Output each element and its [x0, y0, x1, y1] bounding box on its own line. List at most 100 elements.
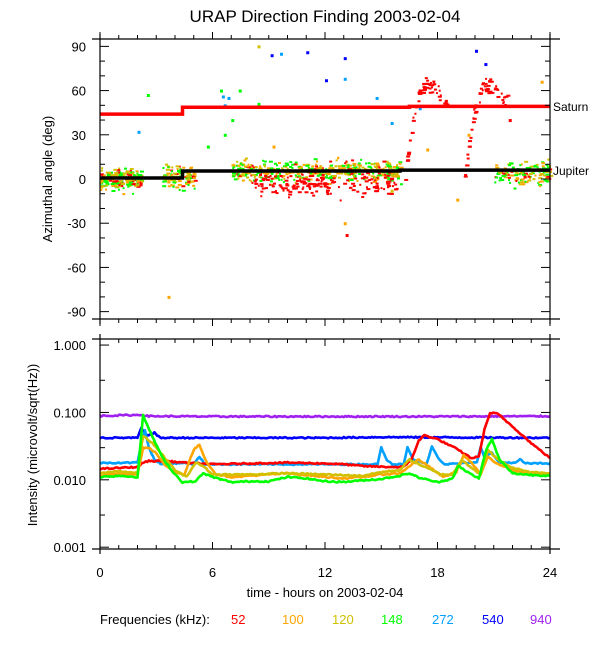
- scatter-point-52khz: [486, 87, 490, 90]
- scatter-point-120khz: [251, 173, 256, 176]
- scatter-point-100khz: [368, 173, 371, 176]
- scatter-point-52khz: [488, 90, 493, 93]
- saturn-label: Saturn: [553, 100, 588, 114]
- scatter-point-148khz: [297, 175, 301, 178]
- scatter-point-148khz: [270, 167, 274, 170]
- reference-lines: [100, 104, 550, 180]
- scatter-point-52khz: [422, 89, 427, 92]
- scatter-point-52khz: [468, 140, 473, 143]
- scatter-point-52khz: [426, 79, 430, 82]
- scatter-point-52khz: [271, 191, 274, 194]
- scatter-point-100khz: [105, 188, 108, 191]
- scatter-point-52khz: [291, 185, 296, 188]
- scatter-point-100khz: [107, 178, 110, 181]
- scatter-point-52khz: [412, 116, 415, 119]
- intensity-y-tick-label: 0.100: [53, 405, 86, 420]
- scatter-point-120khz: [171, 179, 175, 182]
- scatter-point-52khz: [374, 187, 379, 190]
- scatter-point-52khz: [422, 82, 427, 85]
- scatter-point-120khz: [253, 176, 256, 179]
- scatter-point-52khz: [306, 178, 311, 181]
- scatter-point-120khz: [244, 157, 248, 160]
- scatter-point-148khz: [533, 164, 537, 167]
- scatter-point-148khz: [118, 173, 123, 176]
- scatter-point-52khz: [383, 188, 386, 191]
- scatter-point-120khz: [529, 165, 534, 168]
- scatter-point-52khz: [502, 101, 505, 104]
- scatter-point-120khz: [337, 176, 341, 179]
- scatter-point-148khz: [538, 184, 543, 187]
- scatter-point-148khz: [376, 174, 380, 177]
- scatter-point-52khz: [296, 185, 299, 188]
- scatter-point-52khz: [500, 92, 503, 95]
- scatter-point-148khz: [262, 159, 265, 162]
- scatter-point-100khz: [327, 182, 332, 185]
- scatter-point-100khz: [177, 180, 182, 183]
- scatter-point-148khz: [231, 172, 236, 175]
- scatter-point-272khz: [418, 107, 422, 111]
- scatter-point-148khz: [398, 161, 403, 164]
- scatter-point-52khz: [319, 176, 324, 179]
- scatter-point-52khz: [344, 162, 347, 165]
- scatter-point-100khz: [192, 184, 196, 187]
- scatter-point-52khz: [356, 190, 360, 193]
- scatter-point-100khz: [127, 170, 131, 173]
- scatter-point-52khz: [271, 184, 274, 187]
- scatter-point-100khz: [426, 148, 430, 152]
- scatter-point-52khz: [488, 79, 492, 82]
- scatter-point-52khz: [264, 175, 268, 178]
- scatter-point-100khz: [328, 167, 333, 170]
- scatter-point-52khz: [251, 181, 254, 184]
- scatter-point-52khz: [501, 99, 504, 102]
- scatter-point-100khz: [495, 167, 499, 170]
- series-100khz: [99, 443, 551, 481]
- scatter-point-148khz: [249, 167, 253, 170]
- scatter-point-148khz: [276, 164, 279, 167]
- scatter-point-120khz: [335, 159, 338, 162]
- scatter-point-52khz: [438, 89, 441, 92]
- scatter-point-52khz: [422, 87, 427, 90]
- scatter-point-148khz: [500, 179, 505, 182]
- scatter-point-120khz: [389, 164, 392, 167]
- scatter-point-52khz: [523, 172, 528, 175]
- scatter-point-52khz: [259, 172, 263, 175]
- scatter-point-120khz: [390, 189, 394, 193]
- scatter-point-52khz: [370, 182, 373, 185]
- scatter-point-52khz: [386, 182, 391, 185]
- scatter-point-148khz: [128, 181, 133, 184]
- scatter-point-52khz: [350, 186, 353, 189]
- saturn-reference-line: [100, 104, 550, 116]
- scatter-point-148khz: [129, 183, 133, 186]
- scatter-point-148khz: [276, 167, 281, 170]
- scatter-point-52khz: [321, 167, 324, 170]
- scatter-point-148khz: [386, 171, 390, 174]
- scatter-point-52khz: [267, 176, 271, 179]
- scatter-point-52khz: [378, 166, 381, 169]
- scatter-point-120khz: [248, 179, 251, 182]
- scatter-point-100khz: [375, 178, 380, 181]
- scatter-point-52khz: [310, 183, 315, 186]
- scatter-point-148khz: [513, 187, 517, 190]
- scatter-point-52khz: [471, 121, 476, 124]
- scatter-point-120khz: [120, 180, 123, 183]
- scatter-point-52khz: [361, 195, 365, 198]
- scatter-point-52khz: [351, 159, 355, 162]
- scatter-point-148khz: [517, 181, 520, 184]
- scatter-point-52khz: [376, 165, 379, 168]
- scatter-point-148khz: [137, 178, 142, 181]
- scatter-point-52khz: [325, 189, 330, 192]
- scatter-point-100khz: [244, 165, 247, 168]
- scatter-point-52khz: [437, 95, 442, 98]
- scatter-point-52khz: [259, 183, 264, 186]
- scatter-point-52khz: [191, 175, 195, 178]
- scatter-point-148khz: [395, 166, 399, 169]
- scatter-point-52khz: [315, 179, 320, 182]
- scatter-point-100khz: [467, 133, 471, 137]
- scatter-point-52khz: [279, 174, 283, 177]
- scatter-point-100khz: [170, 183, 173, 186]
- scatter-point-52khz: [432, 81, 435, 84]
- scatter-point-120khz: [187, 174, 190, 177]
- scatter-point-52khz: [283, 187, 288, 190]
- scatter-point-148khz: [297, 166, 302, 169]
- scatter-point-148khz: [370, 167, 373, 170]
